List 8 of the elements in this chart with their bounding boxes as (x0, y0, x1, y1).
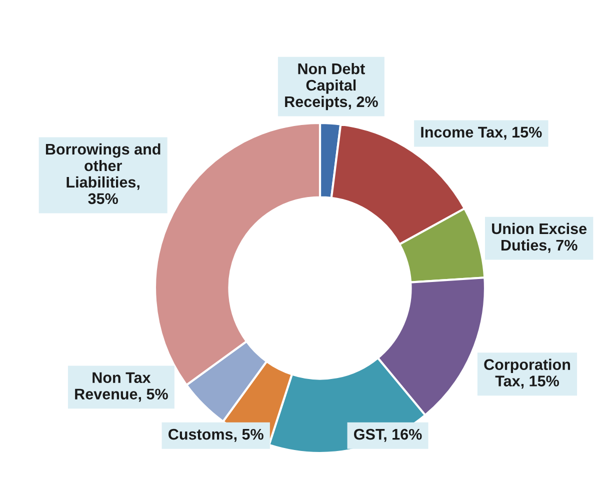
slice-label: Borrowings and other Liabilities, 35% (46, 143, 160, 204)
slice-label: Income Tax, 15% (421, 126, 542, 140)
slice-label: GST, 16% (354, 428, 422, 442)
slice-label: Corporation Tax, 15% (484, 358, 570, 389)
slice-label: Non Debt Capital Receipts, 2% (285, 63, 378, 110)
slice-label: Union Excise Duties, 7% (492, 222, 587, 253)
slice-label: Customs, 5% (168, 428, 264, 442)
slice-label: Non Tax Revenue, 5% (75, 372, 168, 402)
